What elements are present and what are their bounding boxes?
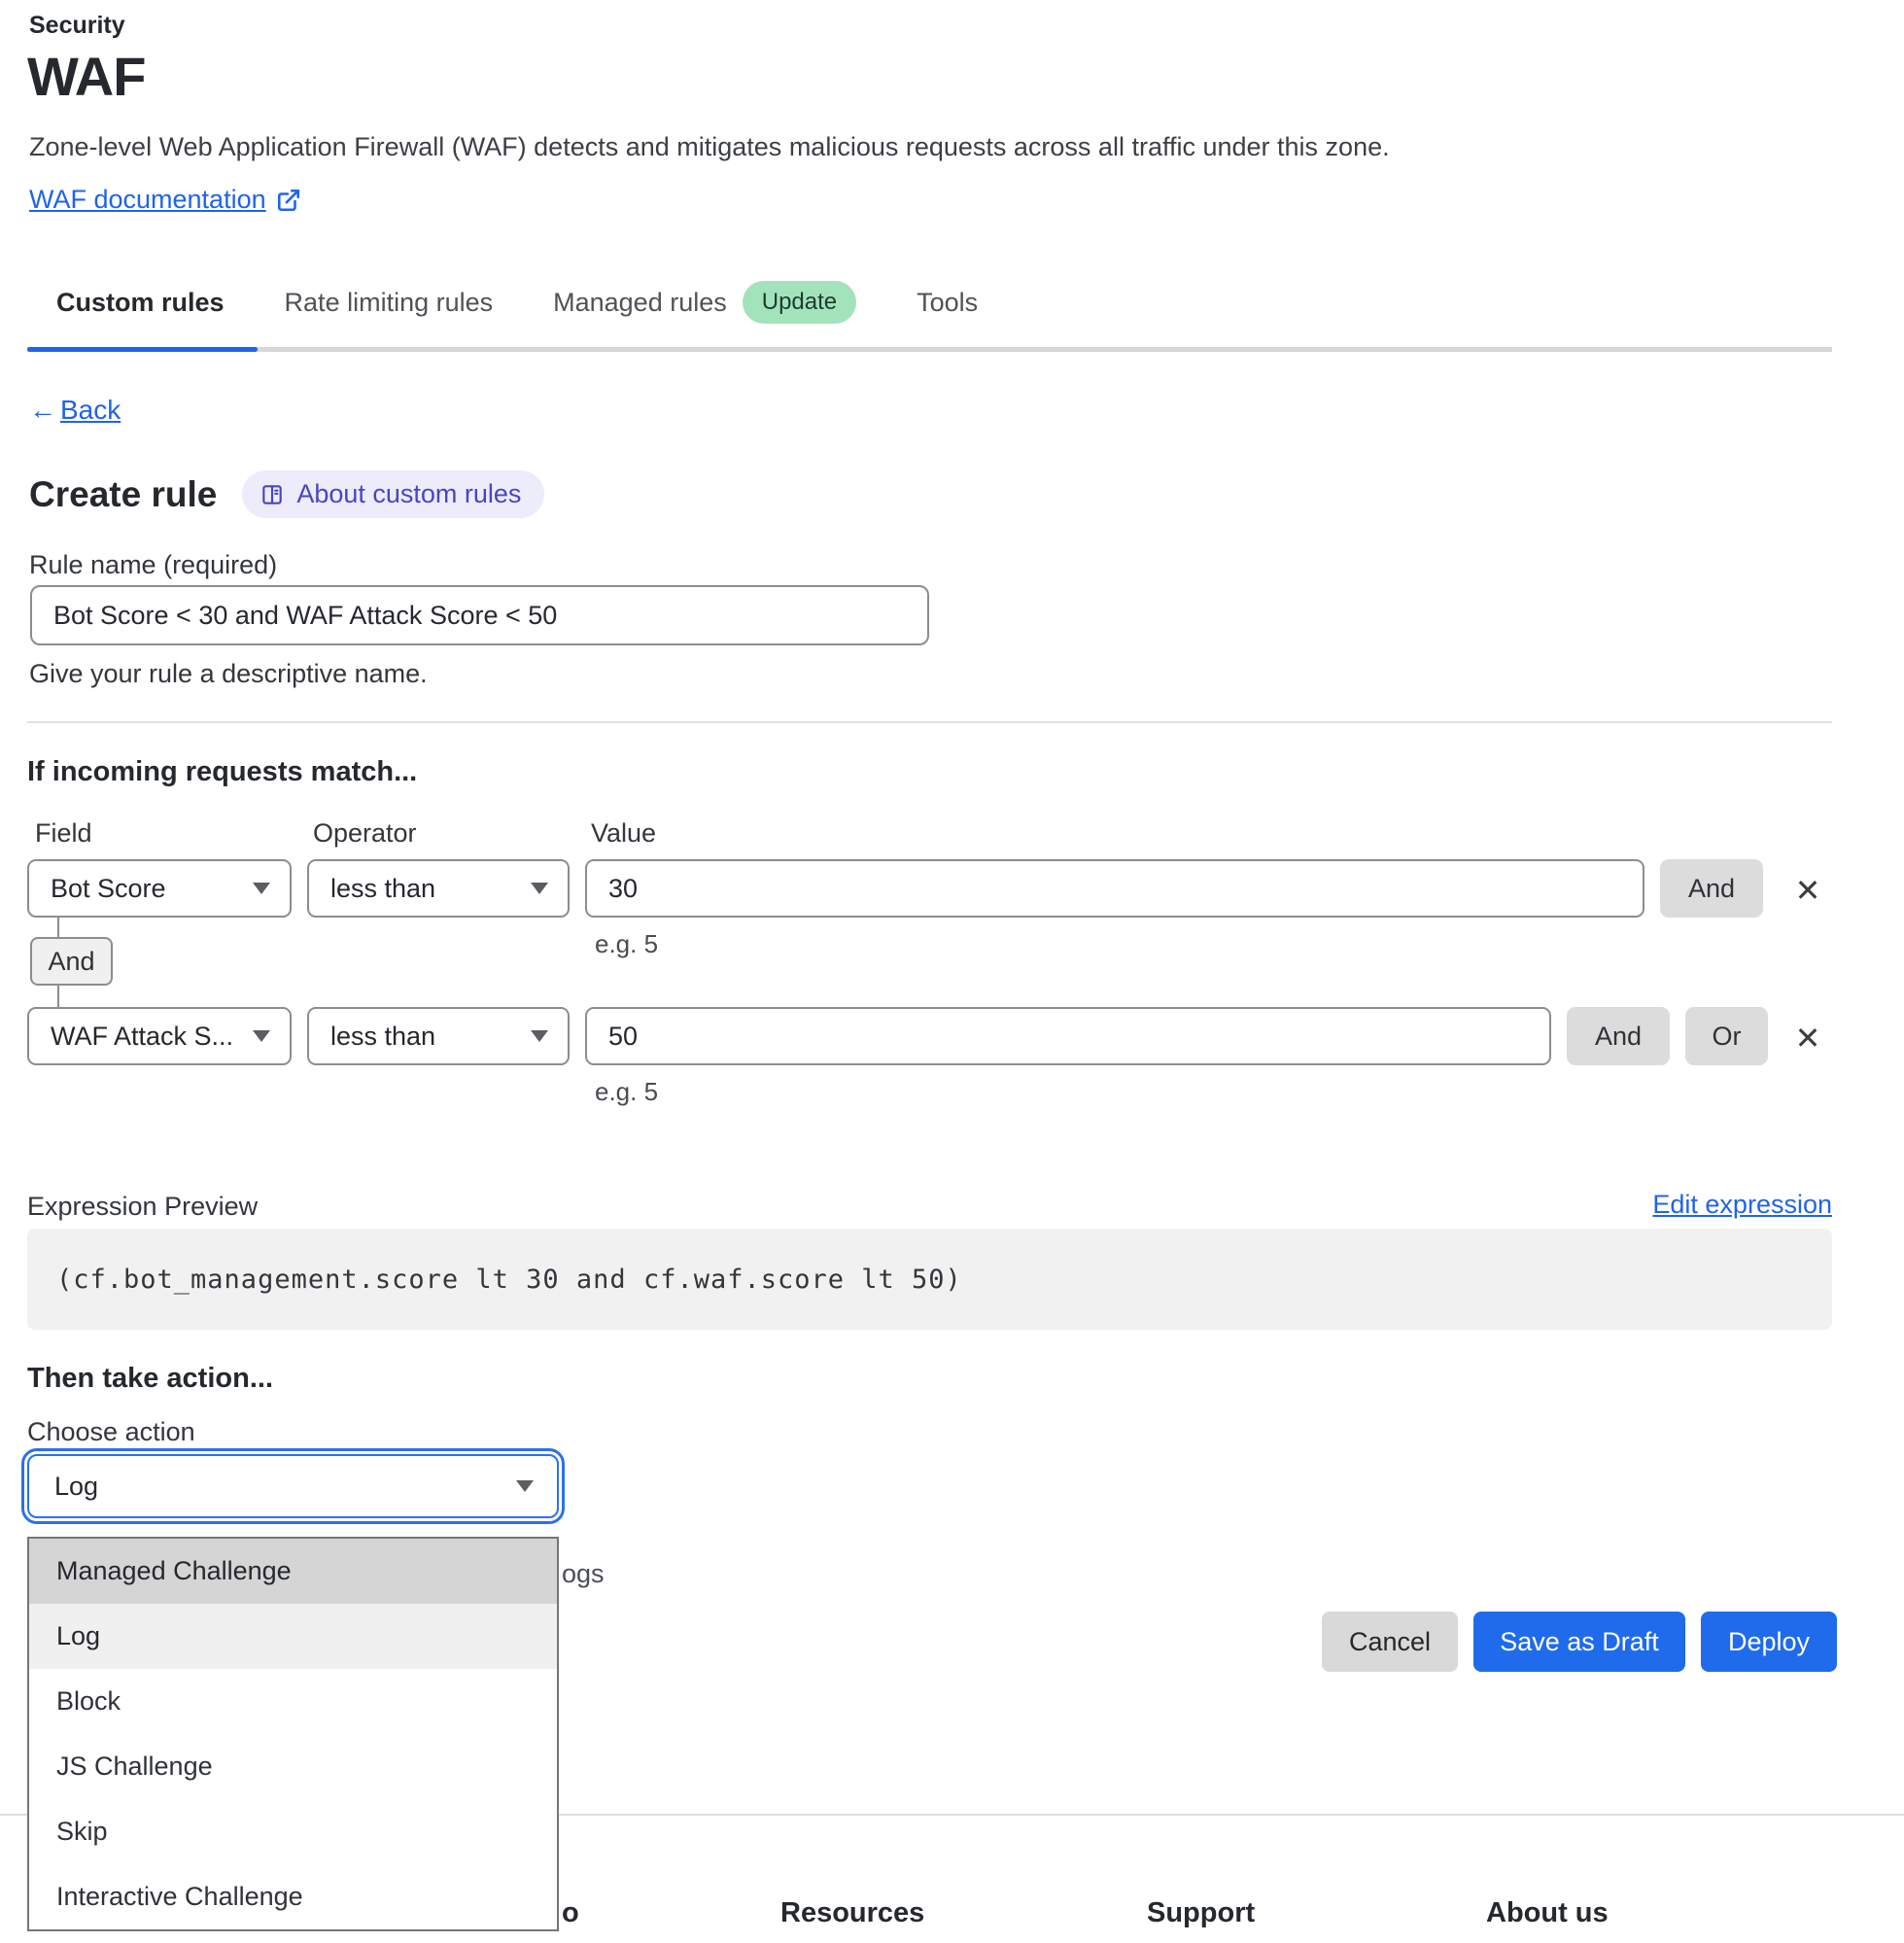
section-divider xyxy=(27,721,1832,723)
back-link[interactable]: ← Back xyxy=(29,395,121,426)
rule-name-help-text: Give your rule a descriptive name. xyxy=(29,659,428,688)
operator-select-row2[interactable]: less than xyxy=(307,1007,570,1065)
chevron-down-icon xyxy=(516,1480,534,1492)
value-input-row2[interactable] xyxy=(587,1009,1549,1063)
page-description: Zone-level Web Application Firewall (WAF… xyxy=(29,132,1390,161)
cancel-button[interactable]: Cancel xyxy=(1322,1612,1458,1672)
page-title: WAF xyxy=(27,46,146,107)
value-input-row2-wrap xyxy=(585,1007,1551,1065)
dropdown-option-skip[interactable]: Skip xyxy=(56,1817,108,1846)
book-icon xyxy=(260,482,285,507)
tab-tools[interactable]: Tools xyxy=(917,275,978,347)
choose-action-select[interactable]: Log xyxy=(21,1448,565,1524)
rule-name-input[interactable] xyxy=(30,585,929,645)
tab-custom-rules[interactable]: Custom rules xyxy=(27,275,258,352)
chevron-down-icon xyxy=(531,883,548,894)
field-select-row2-value: WAF Attack S... xyxy=(51,1021,234,1051)
chevron-down-icon xyxy=(531,1030,548,1042)
operator-column-label: Operator xyxy=(313,818,417,848)
dropdown-option-managed-challenge[interactable]: Managed Challenge xyxy=(29,1539,557,1604)
dropdown-option-log[interactable]: Log xyxy=(29,1604,557,1669)
footer-column-about-us: About us xyxy=(1486,1897,1609,1928)
chevron-down-icon xyxy=(253,883,270,894)
add-and-condition-row1-button[interactable]: And xyxy=(1660,859,1763,918)
operator-select-row2-value: less than xyxy=(330,1021,436,1051)
value-column-label: Value xyxy=(591,818,657,848)
action-section-heading: Then take action... xyxy=(27,1363,273,1394)
add-and-condition-row2-button[interactable]: And xyxy=(1567,1007,1670,1065)
about-custom-rules-label: About custom rules xyxy=(296,479,522,508)
choose-action-label: Choose action xyxy=(27,1417,195,1446)
about-custom-rules-badge[interactable]: About custom rules xyxy=(242,470,545,518)
create-rule-heading: Create rule xyxy=(29,473,218,514)
choose-action-dropdown: Managed Challenge Log Block JS Challenge… xyxy=(27,1537,559,1931)
operator-select-row1-value: less than xyxy=(330,873,436,903)
value-input-row1-wrap xyxy=(585,859,1644,918)
field-select-row2[interactable]: WAF Attack S... xyxy=(27,1007,292,1065)
field-select-row1[interactable]: Bot Score xyxy=(27,859,292,918)
form-actions: Cancel Save as Draft Deploy xyxy=(1322,1612,1837,1672)
remove-condition-row2-button[interactable]: ✕ xyxy=(1784,1015,1831,1061)
back-link-label: Back xyxy=(60,395,121,425)
expression-code: (cf.bot_management.score lt 30 and cf.wa… xyxy=(56,1264,962,1295)
tab-rate-limiting-rules-label: Rate limiting rules xyxy=(284,287,494,317)
save-as-draft-button[interactable]: Save as Draft xyxy=(1473,1612,1685,1672)
joiner-connector-line-bottom xyxy=(57,986,59,1007)
field-column-label: Field xyxy=(35,818,92,848)
expression-preview-box: (cf.bot_management.score lt 30 and cf.wa… xyxy=(27,1229,1832,1330)
footer-divider xyxy=(0,1814,1904,1816)
footer-column-support: Support xyxy=(1147,1897,1256,1928)
expression-preview-label: Expression Preview xyxy=(27,1192,259,1221)
footer-column-resources: Resources xyxy=(780,1897,925,1928)
dropdown-option-interactive-challenge[interactable]: Interactive Challenge xyxy=(56,1882,303,1911)
dropdown-option-js-challenge[interactable]: JS Challenge xyxy=(56,1752,213,1781)
chevron-down-icon xyxy=(253,1030,270,1042)
back-arrow-icon: ← xyxy=(29,395,56,425)
value-input-row1[interactable] xyxy=(587,861,1643,916)
dropdown-option-block[interactable]: Block xyxy=(56,1686,121,1716)
value-hint-row2: e.g. 5 xyxy=(595,1077,659,1106)
tab-rate-limiting-rules[interactable]: Rate limiting rules xyxy=(285,275,494,347)
footer-column-obscured-fragment: o xyxy=(562,1897,579,1928)
value-hint-row1: e.g. 5 xyxy=(595,929,659,958)
breadcrumb-section-label: Security xyxy=(29,12,125,39)
tab-custom-rules-label: Custom rules xyxy=(56,287,225,317)
add-or-condition-row2-button[interactable]: Or xyxy=(1685,1007,1768,1065)
operator-select-row1[interactable]: less than xyxy=(307,859,570,918)
joiner-connector-line-top xyxy=(57,918,59,937)
external-link-icon xyxy=(276,188,301,213)
rule-name-label: Rule name (required) xyxy=(29,550,278,579)
joiner-and-chip[interactable]: And xyxy=(30,937,113,986)
tab-tools-label: Tools xyxy=(917,287,979,317)
deploy-button[interactable]: Deploy xyxy=(1701,1612,1837,1672)
match-section-heading: If incoming requests match... xyxy=(27,756,418,787)
choose-action-selected-value: Log xyxy=(54,1471,99,1501)
remove-condition-row1-button[interactable]: ✕ xyxy=(1784,867,1831,914)
tab-managed-rules[interactable]: Managed rules Update xyxy=(553,275,857,347)
field-select-row1-value: Bot Score xyxy=(51,873,166,903)
tab-managed-rules-label: Managed rules xyxy=(553,287,727,317)
waf-tab-bar: Custom rules Rate limiting rules Managed… xyxy=(27,275,1832,352)
create-rule-header: Create rule About custom rules xyxy=(29,470,545,518)
obscured-helper-text-fragment: ogs xyxy=(562,1559,605,1588)
waf-documentation-link[interactable]: WAF documentation xyxy=(29,185,301,215)
edit-expression-link[interactable]: Edit expression xyxy=(1652,1190,1832,1219)
waf-documentation-link-label: WAF documentation xyxy=(29,185,266,214)
update-badge: Update xyxy=(742,281,857,324)
